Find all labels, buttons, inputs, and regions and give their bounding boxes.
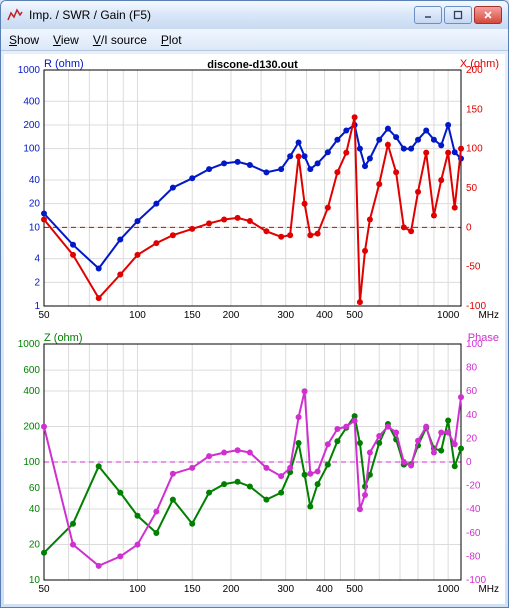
svg-text:R (ohm): R (ohm) [44, 58, 84, 70]
svg-text:-20: -20 [466, 481, 481, 492]
svg-text:200: 200 [223, 310, 240, 321]
svg-text:200: 200 [23, 421, 40, 432]
maximize-button[interactable] [444, 6, 472, 24]
svg-text:40: 40 [29, 504, 41, 515]
svg-text:50: 50 [38, 584, 50, 595]
svg-text:20: 20 [29, 539, 41, 550]
svg-text:4: 4 [34, 254, 40, 265]
svg-text:MHz: MHz [478, 584, 499, 595]
svg-text:50: 50 [38, 310, 50, 321]
menu-plot[interactable]: Plot [161, 33, 182, 47]
svg-text:400: 400 [316, 584, 333, 595]
svg-text:100: 100 [23, 144, 40, 155]
menu-visource[interactable]: V/I source [93, 33, 147, 47]
svg-text:0: 0 [466, 222, 472, 233]
minimize-button[interactable] [414, 6, 442, 24]
menubar: Show View V/I source Plot [1, 29, 508, 51]
svg-text:1000: 1000 [437, 310, 460, 321]
window-title: Imp. / SWR / Gain (F5) [29, 8, 414, 22]
svg-text:400: 400 [23, 96, 40, 107]
svg-text:X (ohm): X (ohm) [460, 58, 499, 70]
menu-show[interactable]: Show [9, 33, 39, 47]
svg-text:300: 300 [277, 584, 294, 595]
chart-panel-top: 5010015020030040050010001241020401002004… [6, 56, 503, 328]
svg-text:100: 100 [129, 584, 146, 595]
svg-text:-80: -80 [466, 551, 481, 562]
svg-text:80: 80 [466, 363, 478, 374]
svg-text:10: 10 [29, 222, 41, 233]
svg-text:10: 10 [29, 575, 41, 586]
svg-text:200: 200 [23, 120, 40, 131]
svg-text:-50: -50 [466, 262, 481, 273]
titlebar[interactable]: Imp. / SWR / Gain (F5) [1, 1, 508, 29]
svg-text:1000: 1000 [18, 65, 41, 76]
svg-text:Z (ohm): Z (ohm) [44, 332, 83, 344]
svg-text:40: 40 [466, 410, 478, 421]
chart-panel-bottom: 5010015020030040050010001020406010020040… [6, 330, 503, 602]
svg-text:0: 0 [466, 457, 472, 468]
svg-text:150: 150 [184, 310, 201, 321]
svg-text:100: 100 [23, 457, 40, 468]
app-window: Imp. / SWR / Gain (F5) Show View V/I sourc… [0, 0, 509, 608]
svg-text:500: 500 [346, 310, 363, 321]
svg-text:150: 150 [184, 584, 201, 595]
app-icon [7, 7, 23, 23]
svg-text:20: 20 [29, 199, 41, 210]
svg-text:MHz: MHz [478, 310, 499, 321]
svg-text:600: 600 [23, 365, 40, 376]
svg-text:1000: 1000 [437, 584, 460, 595]
svg-text:2: 2 [34, 277, 40, 288]
svg-text:-60: -60 [466, 528, 481, 539]
svg-text:1: 1 [34, 301, 40, 312]
svg-text:150: 150 [466, 104, 483, 115]
menu-view[interactable]: View [53, 33, 79, 47]
svg-text:discone-d130.out: discone-d130.out [207, 59, 298, 71]
svg-text:-40: -40 [466, 504, 481, 515]
svg-text:400: 400 [23, 386, 40, 397]
chart-area: 5010015020030040050010001241020401002004… [4, 54, 505, 604]
svg-text:400: 400 [316, 310, 333, 321]
svg-text:50: 50 [466, 183, 478, 194]
svg-text:300: 300 [277, 310, 294, 321]
svg-text:500: 500 [346, 584, 363, 595]
close-button[interactable] [474, 6, 502, 24]
svg-text:20: 20 [466, 433, 478, 444]
svg-text:60: 60 [29, 483, 41, 494]
svg-text:Phase: Phase [468, 332, 499, 344]
svg-text:60: 60 [466, 386, 478, 397]
svg-text:100: 100 [129, 310, 146, 321]
svg-text:100: 100 [466, 144, 483, 155]
window-controls [414, 6, 502, 24]
svg-text:1000: 1000 [18, 339, 41, 350]
svg-text:40: 40 [29, 175, 41, 186]
svg-text:200: 200 [223, 584, 240, 595]
